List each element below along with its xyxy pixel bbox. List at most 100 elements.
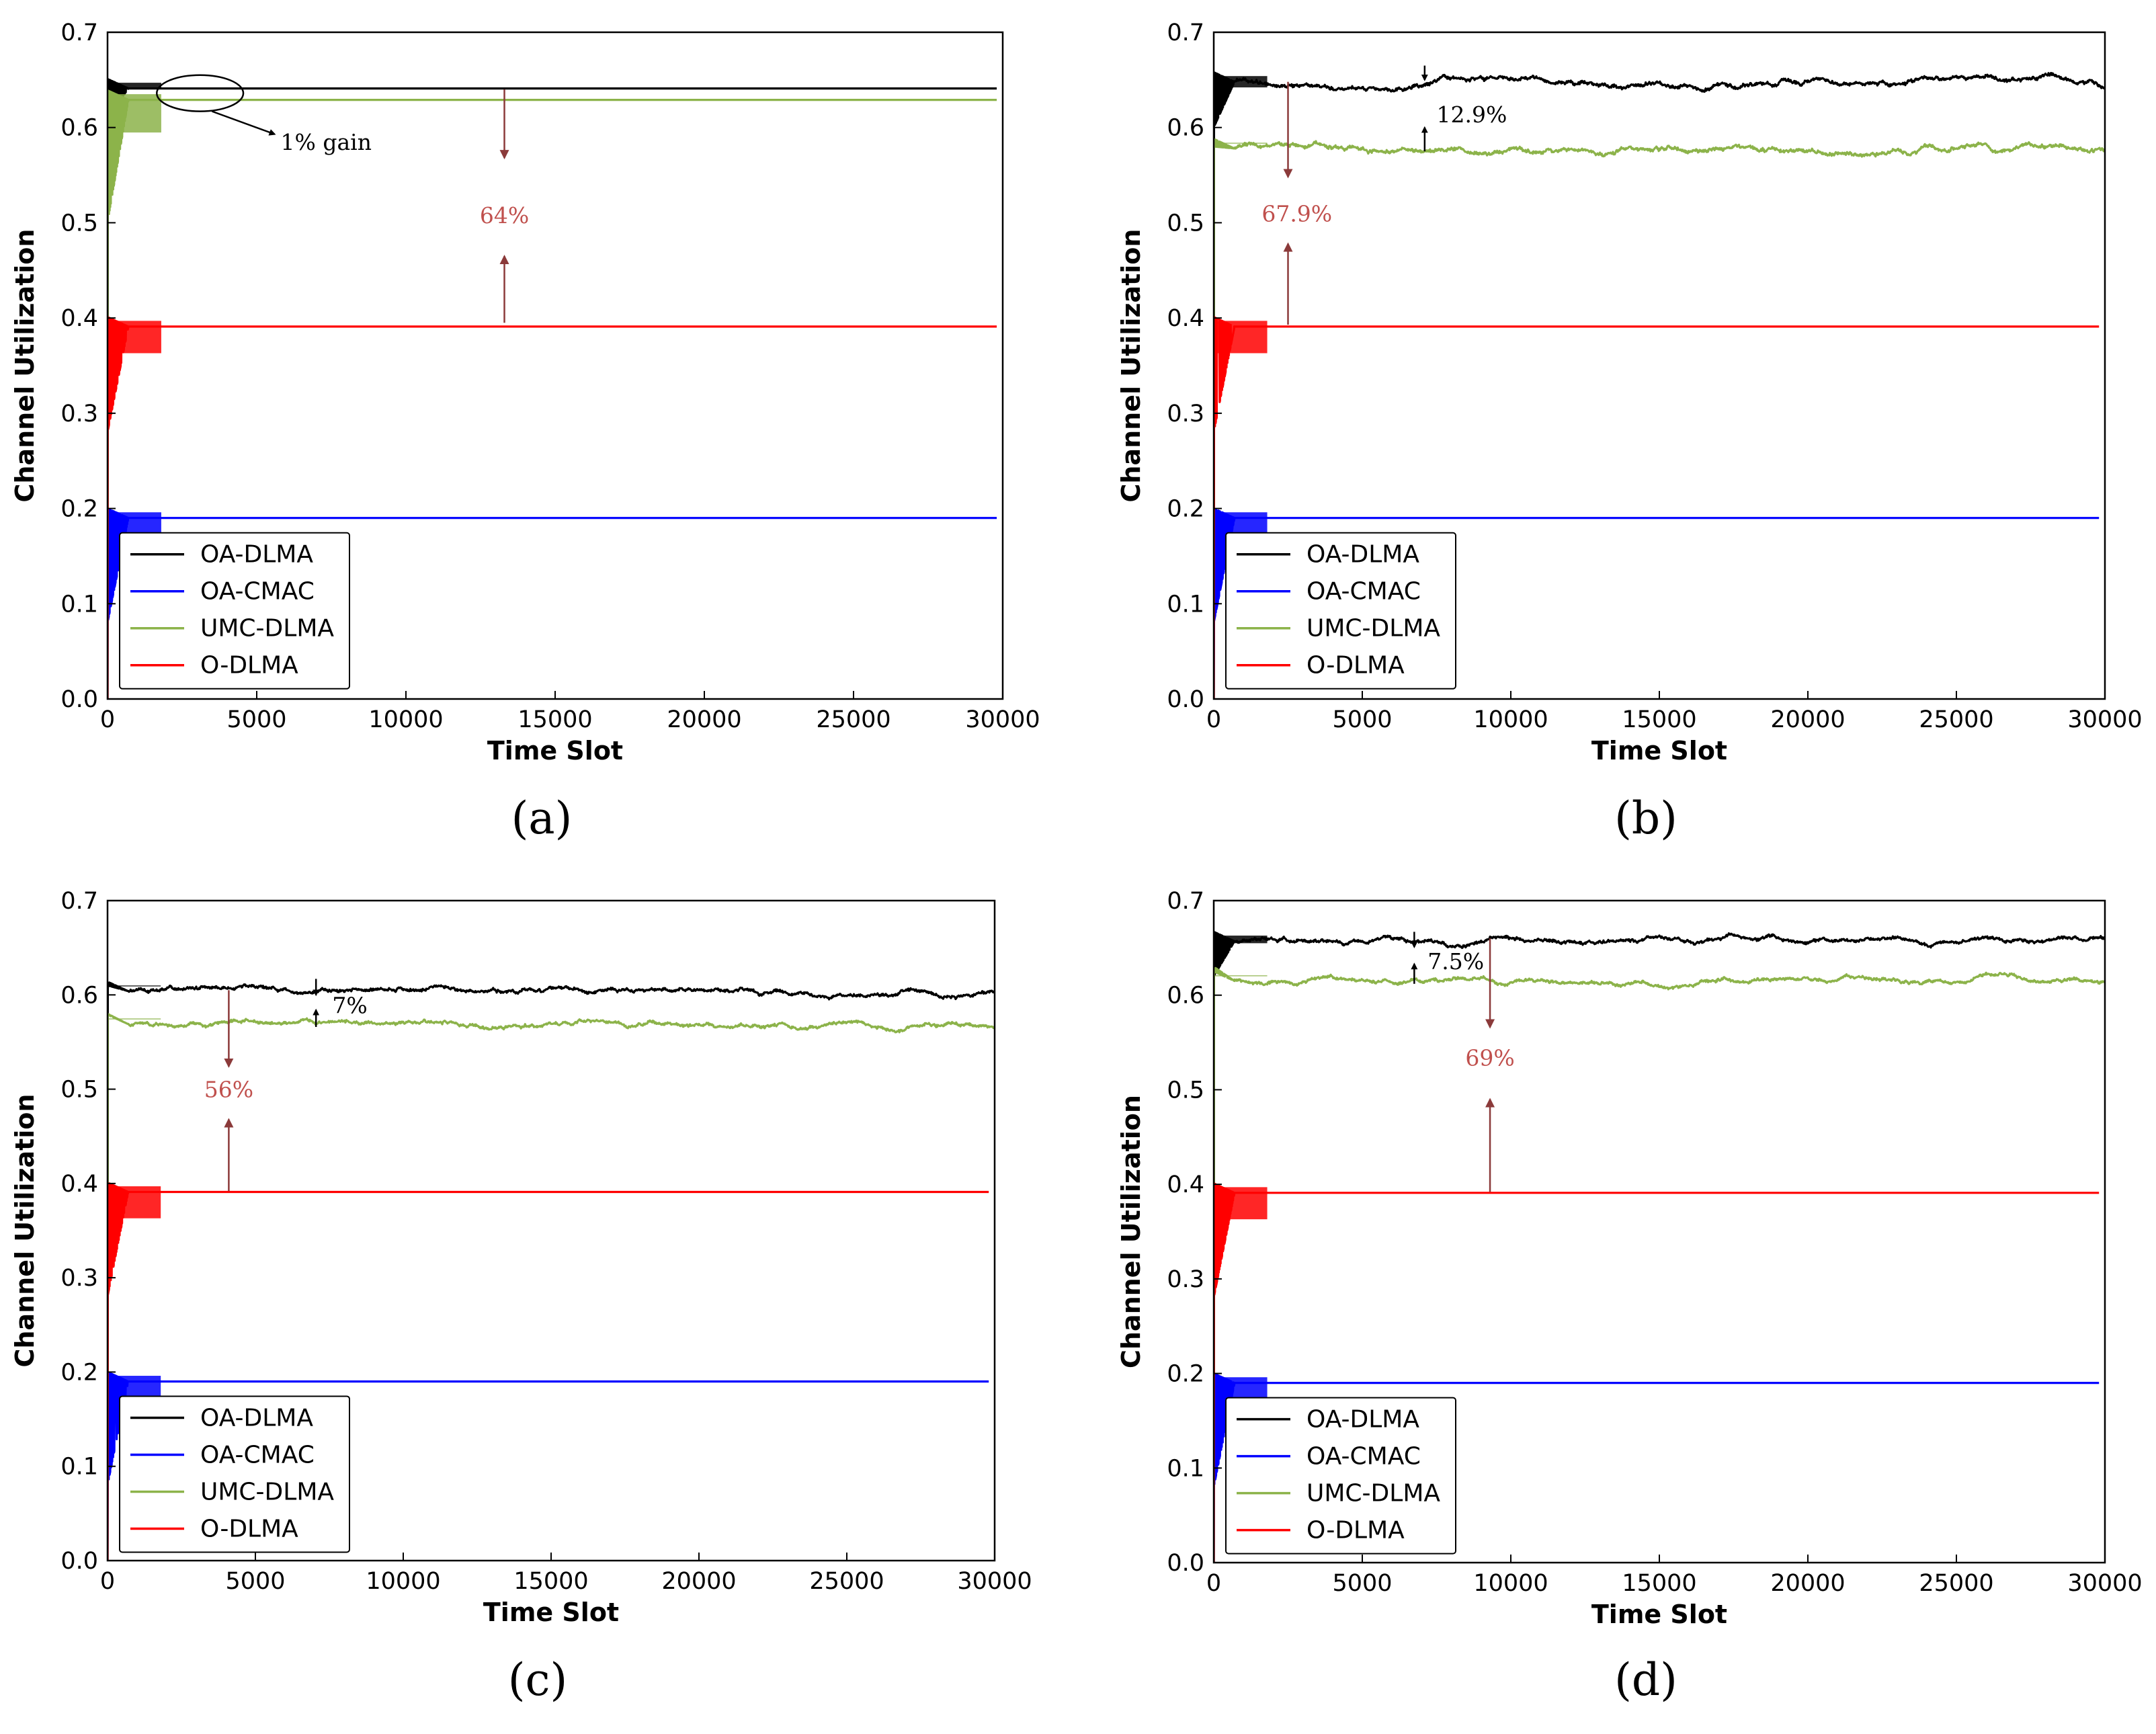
x-tick-label: 25000	[1919, 1570, 1993, 1597]
legend-entry: OA-DLMA	[200, 1404, 313, 1432]
y-axis-label: Channel Utilization	[10, 1094, 40, 1368]
gain-annotation: 7%	[332, 993, 367, 1019]
y-tick-label: 0.4	[1167, 1171, 1204, 1198]
series-line-oa-dlma	[108, 981, 995, 1561]
y-tick-label: 0.7	[60, 19, 98, 46]
x-tick-label: 20000	[667, 706, 741, 733]
y-tick-label: 0.4	[60, 305, 98, 332]
panel-label: (d)	[1614, 1654, 1677, 1706]
improvement-annotation: 67.9%	[1261, 200, 1332, 226]
y-tick-label: 0.1	[60, 1454, 98, 1481]
series-line-umc-dlma	[108, 1013, 995, 1561]
y-tick-label: 0.2	[60, 1359, 98, 1386]
series-line-o-dlma	[1214, 1182, 2100, 1563]
x-tick-label: 10000	[1473, 1570, 1548, 1597]
legend-entry: OA-CMAC	[200, 578, 315, 606]
legend-box	[1225, 532, 1456, 690]
y-tick-label: 0.1	[60, 591, 98, 618]
y-tick-label: 0.6	[60, 982, 98, 1009]
x-tick-label: 0	[1206, 1570, 1221, 1597]
y-tick-label: 0.3	[60, 1265, 98, 1292]
y-tick-label: 0.6	[60, 115, 98, 142]
x-tick-label: 0	[1206, 706, 1221, 733]
y-axis-label: Channel Utilization	[10, 229, 40, 503]
y-tick-label: 0.5	[1167, 1077, 1204, 1104]
x-tick-label: 0	[100, 706, 115, 733]
panel-label: (c)	[508, 1654, 567, 1706]
x-tick-label: 30000	[965, 706, 1040, 733]
x-tick-label: 25000	[1919, 706, 1993, 733]
y-tick-label: 0.5	[60, 210, 98, 237]
y-tick-label: 0.4	[60, 1171, 98, 1198]
legend-entry: UMC-DLMA	[200, 1478, 334, 1505]
series-line-umc-dlma	[1214, 138, 2105, 699]
series-transient-umc-dlma	[108, 94, 161, 133]
y-tick-label: 0.7	[60, 888, 98, 915]
gain-annotation: 7.5%	[1427, 948, 1484, 975]
y-axis-label: Channel Utilization	[1116, 1095, 1146, 1368]
series-line-umc-dlma	[1214, 966, 2105, 1563]
x-tick-label: 5000	[225, 1568, 285, 1595]
legend: OA-DLMA OA-CMAC UMC-DLMA O-DLMA	[119, 532, 350, 690]
y-axis-label: Channel Utilization	[1116, 229, 1146, 503]
legend-entry: UMC-DLMA	[1307, 615, 1440, 643]
y-tick-label: 0.2	[1167, 496, 1204, 523]
legend-entry: OA-DLMA	[1307, 541, 1419, 569]
x-tick-label: 20000	[1770, 1570, 1845, 1597]
series-line-oa-cmac	[108, 1371, 989, 1561]
legend-entry: OA-CMAC	[1307, 578, 1421, 606]
series-line-oa-dlma	[1214, 931, 2105, 1563]
x-tick-label: 10000	[366, 1568, 440, 1595]
x-axis-label: Time Slot	[1591, 1600, 1727, 1629]
x-tick-label: 20000	[1770, 706, 1845, 733]
series-transient-oa-dlma	[108, 985, 161, 987]
legend-entry: O-DLMA	[1307, 652, 1405, 679]
x-axis-label: Time Slot	[483, 1598, 619, 1627]
y-tick-label: 0.7	[1167, 888, 1204, 915]
legend-entry: OA-CMAC	[1307, 1443, 1421, 1471]
gain-arrow	[211, 110, 276, 136]
y-tick-label: 0.0	[1167, 1550, 1204, 1577]
legend-entry: UMC-DLMA	[200, 615, 334, 643]
series-transient-oa-dlma	[1214, 76, 1268, 88]
legend-entry: UMC-DLMA	[1307, 1480, 1440, 1508]
y-tick-label: 0.2	[60, 496, 98, 523]
series-transient-umc-dlma	[1214, 975, 1268, 977]
chart-panel-c: 0 5000 10000 15000 20000 25000 30000 0.0 0.1 0.2 0…	[10, 888, 1032, 1706]
x-axis-label: Time Slot	[487, 736, 623, 766]
series-transient-oa-dlma	[108, 83, 161, 89]
x-axis-label: Time Slot	[1591, 736, 1727, 766]
legend-entry: O-DLMA	[200, 1515, 298, 1542]
legend-box	[119, 532, 350, 690]
y-tick-label: 0.6	[1167, 115, 1204, 142]
y-tick-label: 0.7	[1167, 19, 1204, 46]
panel-label: (b)	[1614, 792, 1677, 844]
series-transient-oa-dlma	[1214, 936, 1268, 944]
series-line-o-dlma	[108, 316, 997, 699]
x-tick-label: 5000	[226, 706, 286, 733]
x-tick-label: 20000	[661, 1568, 736, 1595]
y-tick-label: 0.3	[1167, 401, 1204, 427]
chart-panel-b: 0 5000 10000 15000 20000 25000 30000 0.0 0.1 0.2 0…	[1116, 19, 2143, 844]
series-line-oa-dlma	[1214, 71, 2105, 699]
y-tick-label: 0.5	[1167, 210, 1204, 237]
plot-area	[1214, 71, 2105, 699]
gain-ellipse	[156, 74, 245, 112]
series-transient-o-dlma	[1214, 1187, 1268, 1220]
legend: OA-DLMA OA-CMAC UMC-DLMA O-DLMA	[1225, 1397, 1456, 1555]
x-tick-label: 25000	[809, 1568, 884, 1595]
annotations: 1% gain 64%	[156, 74, 529, 323]
x-tick-label: 0	[100, 1568, 115, 1595]
y-tick-label: 0.5	[60, 1077, 98, 1104]
legend-entry: OA-DLMA	[1307, 1406, 1419, 1434]
improvement-annotation: 69%	[1465, 1045, 1514, 1071]
legend-box	[1225, 1397, 1456, 1555]
y-tick-label: 0.0	[60, 686, 98, 713]
y-tick-label: 0.6	[1167, 983, 1204, 1009]
chart-panel-d: 0 5000 10000 15000 20000 25000 30000 0.0 0.1 0.2 0…	[1116, 888, 2143, 1706]
improvement-annotation: 56%	[204, 1077, 253, 1103]
series-transient-o-dlma	[1214, 321, 1268, 354]
x-tick-label: 10000	[368, 706, 443, 733]
plot-area	[108, 981, 995, 1561]
